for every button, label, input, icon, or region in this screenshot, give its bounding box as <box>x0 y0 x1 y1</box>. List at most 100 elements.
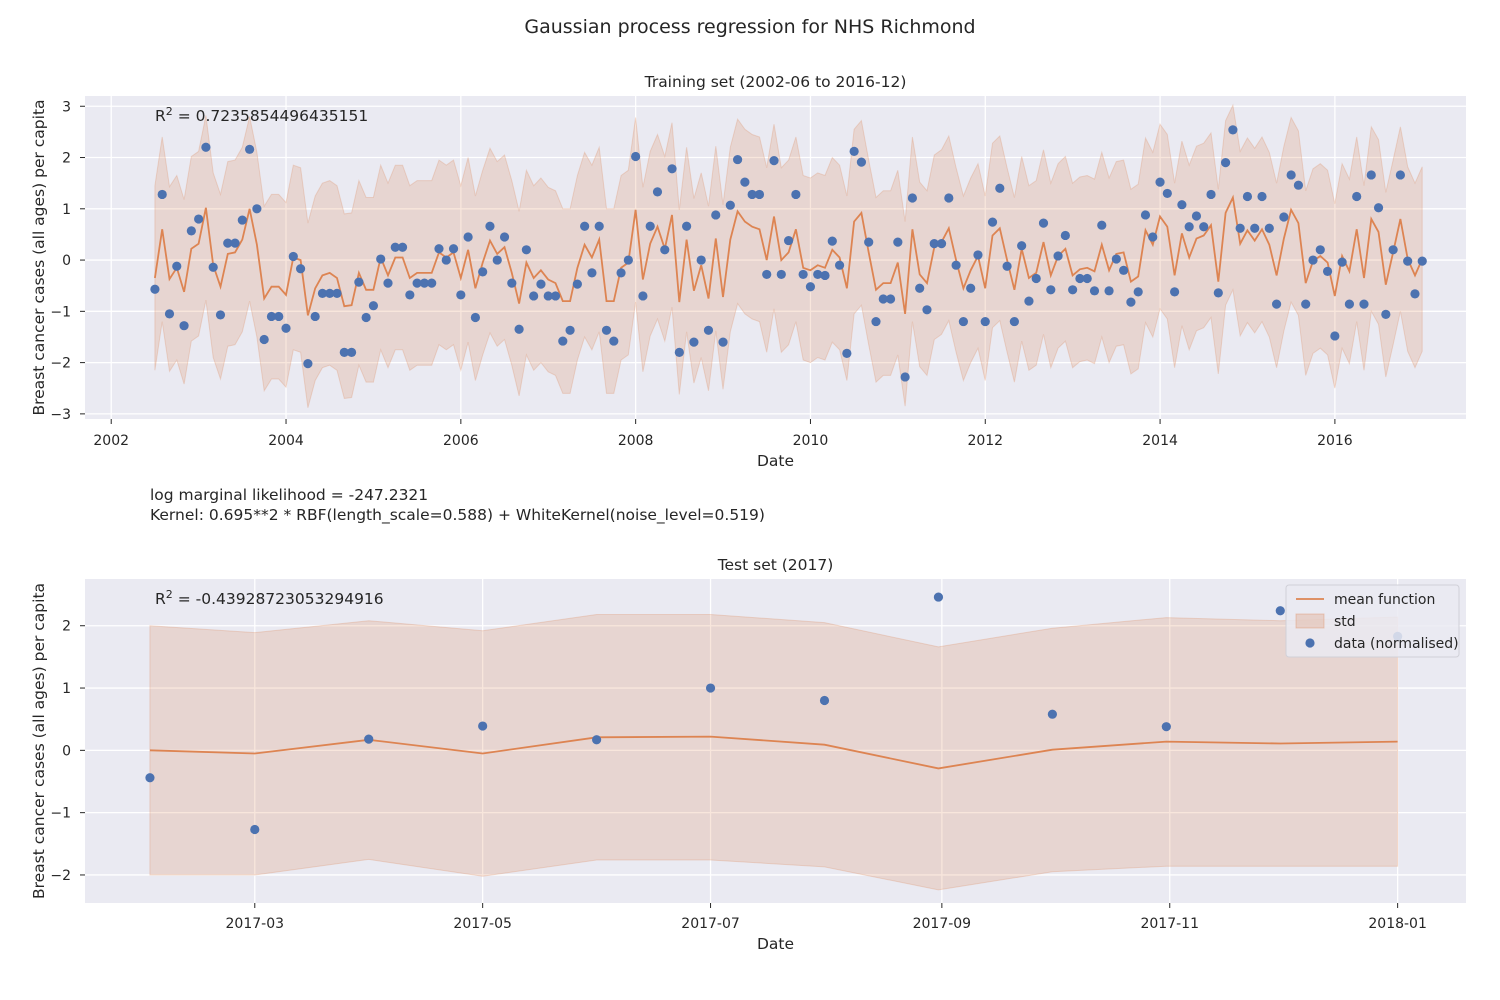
data-point <box>929 239 939 249</box>
data-point <box>346 347 357 357</box>
data-point <box>1286 170 1296 180</box>
chart-title: Training set (2002-06 to 2016-12) <box>644 73 907 91</box>
data-point <box>762 269 772 280</box>
mean-function-line <box>149 735 1398 770</box>
data-point <box>543 291 553 301</box>
data-point <box>834 260 845 270</box>
data-point <box>1119 265 1129 275</box>
data-point <box>208 262 218 272</box>
data-point <box>587 268 597 278</box>
data-point <box>1344 299 1355 309</box>
data-point <box>638 291 648 301</box>
y-tick-label: 2 <box>62 151 71 167</box>
data-point <box>980 316 990 327</box>
data-point <box>364 734 374 744</box>
data-point <box>565 325 575 335</box>
data-point <box>1031 273 1041 284</box>
data-point <box>820 270 830 281</box>
data-point <box>529 291 539 301</box>
data-point <box>987 217 998 227</box>
data-point <box>1191 211 1202 221</box>
data-point <box>1359 299 1369 309</box>
data-point <box>179 321 189 331</box>
data-point <box>1271 299 1282 309</box>
data-point <box>1228 125 1238 135</box>
x-tick-label: 2012 <box>967 433 1003 449</box>
data-point <box>864 237 874 247</box>
data-point <box>944 193 954 203</box>
data-point <box>332 288 342 298</box>
data-point <box>463 232 473 242</box>
legend-data-swatch <box>1305 638 1315 648</box>
y-tick-label: −2 <box>50 868 71 884</box>
data-point <box>245 144 255 154</box>
data-point <box>354 277 364 287</box>
data-point <box>601 325 612 335</box>
y-axis-label: Breast cancer cases (all ages) per capit… <box>30 583 48 899</box>
data-point <box>667 164 677 174</box>
data-point <box>1293 180 1304 190</box>
data-point <box>711 210 721 220</box>
data-point <box>747 189 757 200</box>
data-point <box>1388 245 1398 255</box>
data-point <box>1395 170 1405 180</box>
data-point <box>434 244 444 254</box>
data-point <box>1199 222 1209 232</box>
data-point <box>368 301 379 311</box>
x-tick-label: 2006 <box>443 433 479 449</box>
x-tick-label: 2008 <box>618 433 654 449</box>
data-point <box>448 244 459 254</box>
y-tick-label: −2 <box>50 356 71 372</box>
data-point <box>1279 212 1289 222</box>
x-axis-label: Date <box>757 452 794 470</box>
x-tick-label: 2017-09 <box>913 916 972 932</box>
data-point <box>1089 286 1100 296</box>
data-point <box>660 245 670 255</box>
data-point <box>194 214 204 224</box>
data-point <box>376 254 386 264</box>
data-point <box>1275 606 1285 616</box>
data-point <box>616 268 626 278</box>
data-point <box>252 204 262 214</box>
data-point <box>1038 218 1049 228</box>
data-point <box>631 151 641 162</box>
data-point <box>230 238 240 248</box>
data-point <box>718 337 728 347</box>
model-info: log marginal likelihood = -247.2321 Kern… <box>150 485 765 525</box>
data-point <box>740 177 750 187</box>
data-point <box>274 311 284 322</box>
data-point <box>1206 189 1216 200</box>
data-point <box>900 372 910 382</box>
data-point <box>1352 191 1362 202</box>
data-point <box>419 278 430 288</box>
data-point <box>1330 331 1340 341</box>
data-point <box>339 347 349 357</box>
data-point <box>783 235 794 246</box>
data-point <box>1162 188 1172 199</box>
data-point <box>973 250 983 260</box>
kernel-description: Kernel: 0.695**2 * RBF(length_scale=0.58… <box>150 506 765 524</box>
data-point <box>733 154 743 165</box>
data-point <box>1104 286 1114 296</box>
data-point <box>507 278 517 288</box>
data-point <box>689 337 699 347</box>
data-point <box>849 146 859 156</box>
data-point <box>1075 273 1085 284</box>
data-point <box>1257 191 1267 202</box>
data-point <box>725 200 735 210</box>
data-point <box>1148 232 1158 242</box>
data-point <box>266 311 277 322</box>
data-point <box>250 824 260 835</box>
data-point <box>1264 223 1274 233</box>
data-point <box>310 311 320 322</box>
data-point <box>405 290 415 300</box>
data-point <box>776 269 786 280</box>
data-point <box>1111 254 1121 264</box>
data-point <box>922 305 932 315</box>
y-tick-label: 2 <box>62 619 71 635</box>
data-point <box>652 187 663 197</box>
chart-title: Test set (2017) <box>717 556 834 574</box>
data-point <box>791 189 801 200</box>
data-point <box>1161 722 1171 732</box>
